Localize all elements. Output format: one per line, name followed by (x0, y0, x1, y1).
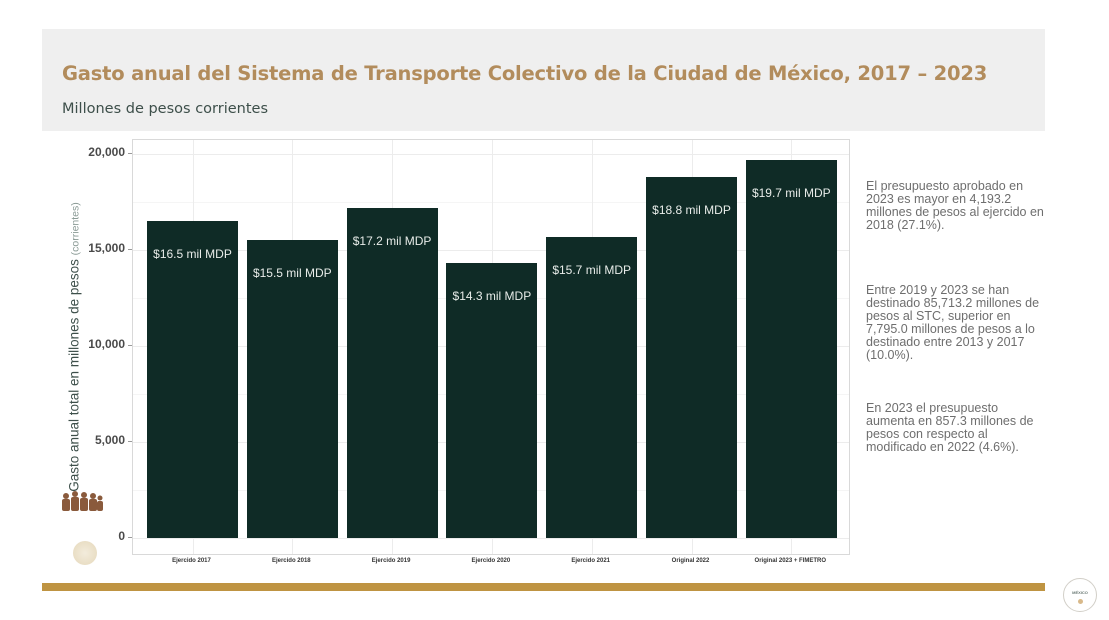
gridline-horizontal (133, 202, 849, 203)
y-axis-label-main: Gasto anual total en millones de pesos (66, 259, 82, 492)
bar: $15.5 mil MDP (246, 240, 338, 538)
bar: $18.8 mil MDP (646, 177, 737, 538)
bar-value-label: $15.5 mil MDP (252, 266, 332, 281)
page-title: Gasto anual del Sistema de Transporte Co… (62, 62, 988, 85)
bar: $16.5 mil MDP (147, 221, 238, 538)
mexico-logo-text: MÉXICO (1072, 590, 1088, 595)
plot-area: $16.5 mil MDP $15.5 mil MDP $17.2 mil MDP $… (132, 139, 850, 555)
bar-value-label: $15.7 mil MDP (552, 262, 632, 277)
bar-value-label: $19.7 mil MDP (751, 185, 831, 200)
people-logo-icon (62, 491, 103, 511)
header-band: Gasto anual del Sistema de Transporte Co… (42, 29, 1045, 131)
bar-value-label: $18.8 mil MDP (652, 203, 731, 218)
seal-icon (73, 541, 97, 565)
bar: $19.7 mil MDP (745, 159, 837, 538)
x-tick-label: Ejercido 2019 (371, 558, 411, 564)
gridline-horizontal (133, 154, 849, 155)
gridline-horizontal (133, 538, 849, 539)
x-tick-label: Ejercido 2021 (571, 558, 611, 564)
note-item: Entre 2019 y 2023 se han destinado 85,71… (866, 283, 1040, 362)
y-tick-label: 15,000 (88, 241, 125, 255)
mexico-logo-icon: MÉXICO (1063, 578, 1097, 612)
y-tick-label: 20,000 (88, 145, 125, 159)
y-tick-label: 10,000 (88, 337, 125, 351)
y-tick-label: 0 (118, 529, 125, 543)
bar: $17.2 mil MDP (346, 207, 438, 538)
note-item: El presupuesto aprobado en 2023 es mayor… (866, 179, 1044, 232)
y-tick-mark (128, 153, 132, 154)
y-tick-mark (128, 249, 132, 250)
gridline-horizontal (133, 250, 849, 251)
note-item: En 2023 el presupuesto aumenta en 857.3 … (866, 401, 1034, 454)
x-tick-label: Ejercido 2020 (471, 558, 511, 564)
footer-gold-bar (42, 583, 1045, 591)
y-tick-mark (128, 345, 132, 346)
x-tick-label: Original 2023 + FIMETRO (754, 558, 827, 564)
x-tick-label: Ejercido 2018 (271, 558, 311, 564)
y-tick-mark (128, 441, 132, 442)
y-tick-label: 5,000 (94, 433, 125, 447)
bar-value-label: $14.3 mil MDP (452, 289, 532, 304)
bar-value-label: $17.2 mil MDP (352, 233, 432, 248)
page-subtitle: Millones de pesos corrientes (62, 101, 269, 117)
bar: $15.7 mil MDP (546, 236, 638, 538)
mexico-logo-dot (1078, 599, 1083, 604)
bar-value-label: $16.5 mil MDP (153, 247, 232, 262)
x-tick-label: Original 2022 (671, 558, 710, 564)
bar: $14.3 mil MDP (446, 263, 538, 538)
x-tick-label: Ejercido 2017 (172, 558, 211, 564)
y-tick-mark (128, 537, 132, 538)
